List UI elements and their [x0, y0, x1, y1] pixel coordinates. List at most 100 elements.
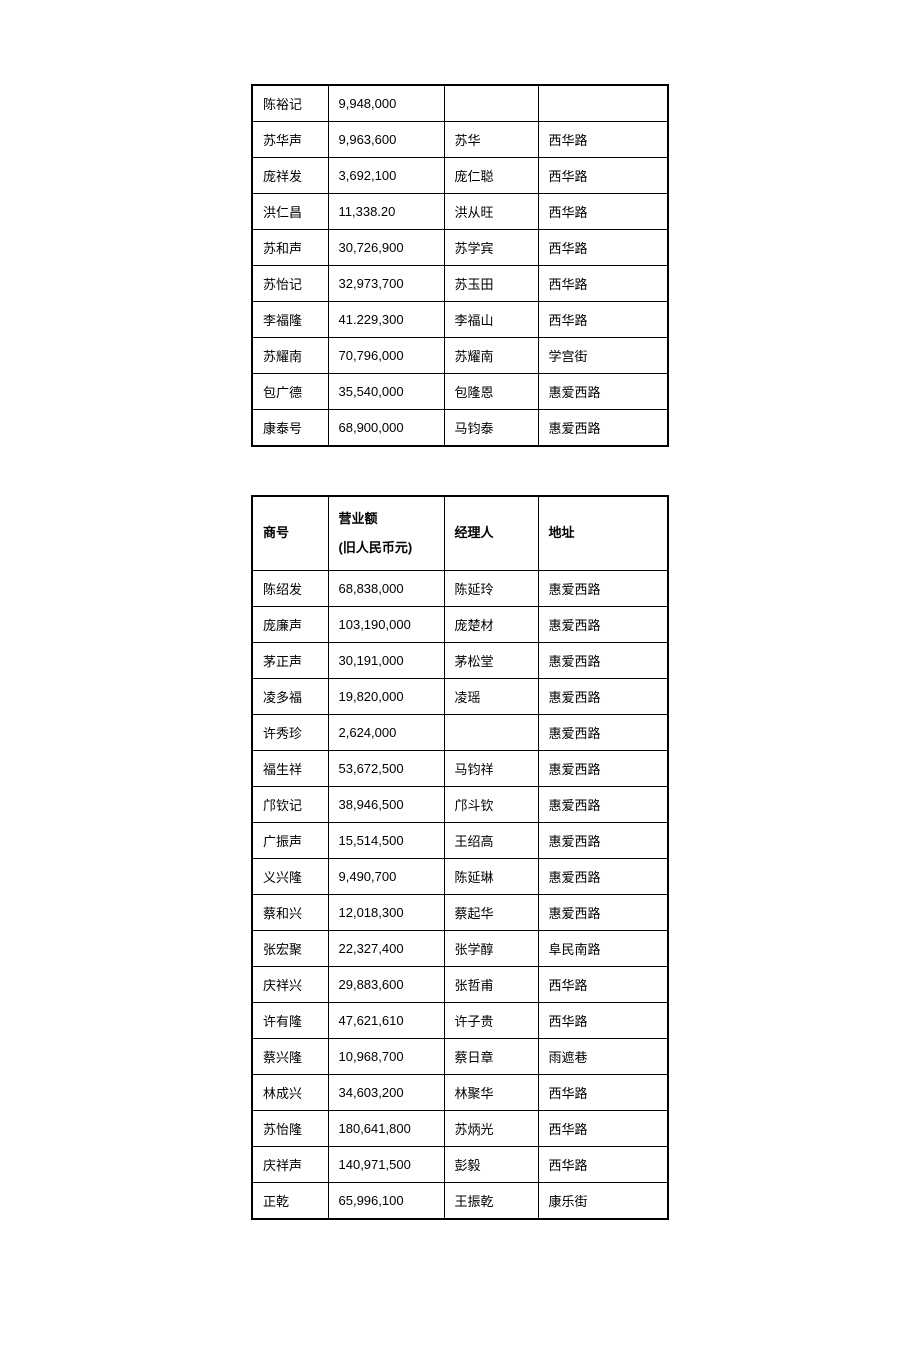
table-row: 许秀珍2,624,000惠爱西路 — [252, 715, 668, 751]
table-cell: 47,621,610 — [328, 1003, 444, 1039]
table-cell: 西华路 — [538, 266, 668, 302]
table-cell: 惠爱西路 — [538, 895, 668, 931]
table-cell: 包广德 — [252, 374, 328, 410]
table-cell: 65,996,100 — [328, 1183, 444, 1220]
table-cell: 11,338.20 — [328, 194, 444, 230]
table-cell: 140,971,500 — [328, 1147, 444, 1183]
table-cell: 福生祥 — [252, 751, 328, 787]
table-cell: 180,641,800 — [328, 1111, 444, 1147]
table-cell: 广振声 — [252, 823, 328, 859]
table-cell: 惠爱西路 — [538, 823, 668, 859]
business-table-1: 陈裕记9,948,000苏华声9,963,600苏华西华路庞祥发3,692,10… — [251, 84, 669, 447]
table-row: 陈绍发68,838,000陈延玲惠爱西路 — [252, 571, 668, 607]
table-cell: 茅正声 — [252, 643, 328, 679]
table-header-cell: 经理人 — [444, 496, 538, 571]
table-cell: 41.229,300 — [328, 302, 444, 338]
table-row: 许有隆47,621,610许子贵西华路 — [252, 1003, 668, 1039]
table-cell: 苏耀南 — [444, 338, 538, 374]
table-cell: 张学醇 — [444, 931, 538, 967]
table-cell: 庞廉声 — [252, 607, 328, 643]
table-cell: 庞仁聪 — [444, 158, 538, 194]
table-cell: 22,327,400 — [328, 931, 444, 967]
table-cell: 苏怡记 — [252, 266, 328, 302]
table-row: 庞廉声103,190,000庞楚材惠爱西路 — [252, 607, 668, 643]
table-cell: 洪仁昌 — [252, 194, 328, 230]
table-cell: 苏和声 — [252, 230, 328, 266]
table-cell: 68,838,000 — [328, 571, 444, 607]
table-cell: 蔡兴隆 — [252, 1039, 328, 1075]
table-cell: 洪从旺 — [444, 194, 538, 230]
table-cell: 西华路 — [538, 302, 668, 338]
table-cell: 29,883,600 — [328, 967, 444, 1003]
table-cell: 林聚华 — [444, 1075, 538, 1111]
table-row: 苏怡记32,973,700苏玉田西华路 — [252, 266, 668, 302]
table-row: 苏怡隆180,641,800苏炳光西华路 — [252, 1111, 668, 1147]
table-cell: 30,726,900 — [328, 230, 444, 266]
table-cell: 陈延琳 — [444, 859, 538, 895]
table-cell: 苏华声 — [252, 122, 328, 158]
table-cell: 西华路 — [538, 1003, 668, 1039]
table-cell — [444, 715, 538, 751]
table-cell: 西华路 — [538, 967, 668, 1003]
table-cell: 惠爱西路 — [538, 410, 668, 447]
table-row: 陈裕记9,948,000 — [252, 85, 668, 122]
table-cell: 蔡起华 — [444, 895, 538, 931]
table-row: 苏华声9,963,600苏华西华路 — [252, 122, 668, 158]
table-cell: 惠爱西路 — [538, 715, 668, 751]
table-1-wrapper: 陈裕记9,948,000苏华声9,963,600苏华西华路庞祥发3,692,10… — [251, 84, 669, 447]
table-row: 张宏聚22,327,400张学醇阜民南路 — [252, 931, 668, 967]
table-row: 蔡兴隆10,968,700蔡日章雨遮巷 — [252, 1039, 668, 1075]
table-cell: 康泰号 — [252, 410, 328, 447]
table-cell: 32,973,700 — [328, 266, 444, 302]
table-cell: 9,490,700 — [328, 859, 444, 895]
header-line: 经理人 — [455, 519, 528, 548]
table-2-wrapper: 商号营业额(旧人民币元)经理人地址 陈绍发68,838,000陈延玲惠爱西路庞廉… — [251, 495, 669, 1220]
table-header-row: 商号营业额(旧人民币元)经理人地址 — [252, 496, 668, 571]
table-cell: 3,692,100 — [328, 158, 444, 194]
table-row: 庆祥声140,971,500彭毅西华路 — [252, 1147, 668, 1183]
table-cell: 西华路 — [538, 1147, 668, 1183]
table-cell: 李福山 — [444, 302, 538, 338]
table-cell: 张哲甫 — [444, 967, 538, 1003]
table-cell: 西华路 — [538, 1075, 668, 1111]
table-cell: 西华路 — [538, 158, 668, 194]
table-cell: 茅松堂 — [444, 643, 538, 679]
table-cell: 19,820,000 — [328, 679, 444, 715]
table-cell: 阜民南路 — [538, 931, 668, 967]
table-cell: 惠爱西路 — [538, 787, 668, 823]
table-cell: 凌瑶 — [444, 679, 538, 715]
table-row: 正乾65,996,100王振乾康乐街 — [252, 1183, 668, 1220]
header-line: 地址 — [549, 519, 658, 548]
table-cell: 蔡和兴 — [252, 895, 328, 931]
table-cell: 学宫街 — [538, 338, 668, 374]
table-cell: 惠爱西路 — [538, 607, 668, 643]
table-row: 邝钦记38,946,500邝斗钦惠爱西路 — [252, 787, 668, 823]
table-row: 庆祥兴29,883,600张哲甫西华路 — [252, 967, 668, 1003]
table-cell: 苏学宾 — [444, 230, 538, 266]
table-cell: 庆祥兴 — [252, 967, 328, 1003]
table-cell: 惠爱西路 — [538, 374, 668, 410]
table-cell: 西华路 — [538, 1111, 668, 1147]
table-row: 茅正声30,191,000茅松堂惠爱西路 — [252, 643, 668, 679]
table-row: 广振声15,514,500王绍高惠爱西路 — [252, 823, 668, 859]
table-cell: 西华路 — [538, 194, 668, 230]
table-cell: 苏华 — [444, 122, 538, 158]
table-cell — [538, 85, 668, 122]
table-cell: 邝钦记 — [252, 787, 328, 823]
table-row: 义兴隆9,490,700陈延琳惠爱西路 — [252, 859, 668, 895]
table-cell: 12,018,300 — [328, 895, 444, 931]
table-cell: 雨遮巷 — [538, 1039, 668, 1075]
table-cell: 35,540,000 — [328, 374, 444, 410]
table-cell: 马钧祥 — [444, 751, 538, 787]
table-row: 福生祥53,672,500马钧祥惠爱西路 — [252, 751, 668, 787]
table-cell: 惠爱西路 — [538, 643, 668, 679]
table-cell: 30,191,000 — [328, 643, 444, 679]
table-cell: 70,796,000 — [328, 338, 444, 374]
table-cell: 34,603,200 — [328, 1075, 444, 1111]
table-cell: 彭毅 — [444, 1147, 538, 1183]
table-cell: 38,946,500 — [328, 787, 444, 823]
table-cell: 68,900,000 — [328, 410, 444, 447]
business-table-2: 商号营业额(旧人民币元)经理人地址 陈绍发68,838,000陈延玲惠爱西路庞廉… — [251, 495, 669, 1220]
table-cell: 庞楚材 — [444, 607, 538, 643]
table-cell: 马钧泰 — [444, 410, 538, 447]
